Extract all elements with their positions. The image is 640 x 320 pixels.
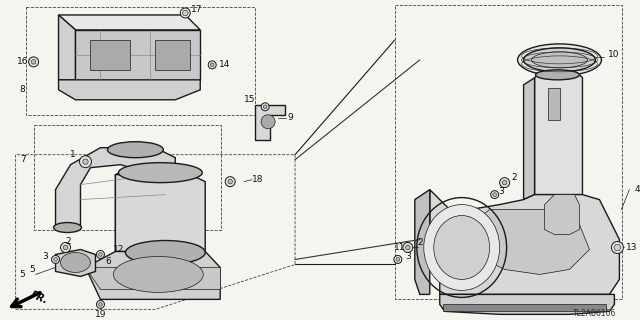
Polygon shape	[415, 190, 430, 294]
Text: 11: 11	[394, 243, 406, 252]
Circle shape	[31, 60, 36, 64]
Text: 7: 7	[20, 155, 26, 164]
Polygon shape	[156, 40, 190, 70]
Circle shape	[83, 159, 88, 164]
Polygon shape	[255, 105, 285, 140]
Text: 12: 12	[113, 245, 124, 254]
Text: 3: 3	[405, 252, 411, 261]
Ellipse shape	[118, 163, 202, 183]
Bar	[33, 125, 221, 229]
Circle shape	[493, 193, 497, 196]
Polygon shape	[614, 244, 621, 251]
Polygon shape	[545, 195, 579, 235]
Text: 3: 3	[499, 187, 504, 196]
Polygon shape	[182, 10, 188, 16]
Text: FR.: FR.	[29, 289, 49, 305]
Polygon shape	[86, 252, 220, 300]
Text: 6: 6	[106, 257, 111, 266]
Ellipse shape	[532, 52, 588, 68]
Circle shape	[97, 300, 104, 308]
Circle shape	[180, 8, 190, 18]
Polygon shape	[115, 168, 131, 252]
Text: TL2AB0106: TL2AB0106	[573, 309, 616, 318]
Circle shape	[263, 105, 267, 108]
Circle shape	[63, 245, 68, 250]
Text: 18: 18	[252, 175, 264, 184]
Text: 2: 2	[66, 237, 71, 246]
Text: 16: 16	[17, 57, 28, 66]
Text: 19: 19	[95, 310, 106, 319]
Ellipse shape	[54, 222, 81, 233]
Ellipse shape	[113, 256, 204, 292]
Polygon shape	[90, 40, 131, 70]
Circle shape	[211, 63, 214, 67]
Circle shape	[225, 177, 235, 187]
Text: 2: 2	[417, 238, 422, 247]
Ellipse shape	[108, 142, 163, 158]
Text: 13: 13	[626, 243, 637, 252]
Text: 3: 3	[43, 252, 49, 261]
Polygon shape	[548, 88, 559, 120]
Circle shape	[97, 251, 104, 259]
Polygon shape	[58, 15, 76, 80]
Polygon shape	[56, 250, 95, 276]
Text: 9: 9	[287, 113, 293, 122]
Ellipse shape	[536, 70, 579, 80]
Circle shape	[394, 255, 402, 263]
Text: 5: 5	[20, 270, 26, 279]
Text: 17: 17	[191, 5, 202, 14]
Polygon shape	[440, 294, 614, 314]
Circle shape	[79, 156, 92, 168]
Circle shape	[54, 258, 58, 261]
Bar	[26, 7, 255, 115]
Polygon shape	[443, 304, 607, 311]
Circle shape	[99, 253, 102, 256]
Polygon shape	[58, 80, 200, 100]
Polygon shape	[56, 148, 175, 232]
Polygon shape	[76, 30, 200, 80]
Bar	[395, 5, 622, 300]
Ellipse shape	[261, 115, 275, 129]
Circle shape	[611, 242, 623, 253]
Circle shape	[52, 255, 60, 263]
Circle shape	[406, 245, 410, 250]
Circle shape	[99, 303, 102, 306]
Circle shape	[500, 178, 509, 188]
Text: 5: 5	[29, 265, 35, 274]
Text: 2: 2	[512, 173, 517, 182]
Circle shape	[29, 57, 38, 67]
Circle shape	[228, 180, 232, 184]
Polygon shape	[430, 190, 620, 294]
Polygon shape	[58, 15, 200, 30]
Text: 4: 4	[634, 185, 640, 194]
Ellipse shape	[61, 252, 90, 272]
Text: 14: 14	[218, 60, 230, 69]
Ellipse shape	[524, 48, 595, 72]
Polygon shape	[524, 78, 534, 200]
Polygon shape	[115, 175, 205, 252]
Circle shape	[491, 191, 499, 199]
Text: 10: 10	[607, 50, 619, 60]
Text: 1: 1	[70, 150, 76, 159]
Polygon shape	[460, 210, 589, 275]
Text: 15: 15	[244, 95, 256, 104]
Circle shape	[261, 103, 269, 111]
Polygon shape	[534, 73, 582, 195]
Ellipse shape	[434, 216, 490, 279]
Circle shape	[208, 61, 216, 69]
Ellipse shape	[424, 204, 500, 291]
Text: 8: 8	[20, 85, 26, 94]
Circle shape	[61, 243, 70, 252]
Circle shape	[403, 243, 413, 252]
Circle shape	[396, 258, 399, 261]
Circle shape	[502, 180, 507, 185]
Ellipse shape	[518, 44, 602, 76]
Ellipse shape	[125, 241, 205, 264]
Polygon shape	[86, 268, 220, 289]
